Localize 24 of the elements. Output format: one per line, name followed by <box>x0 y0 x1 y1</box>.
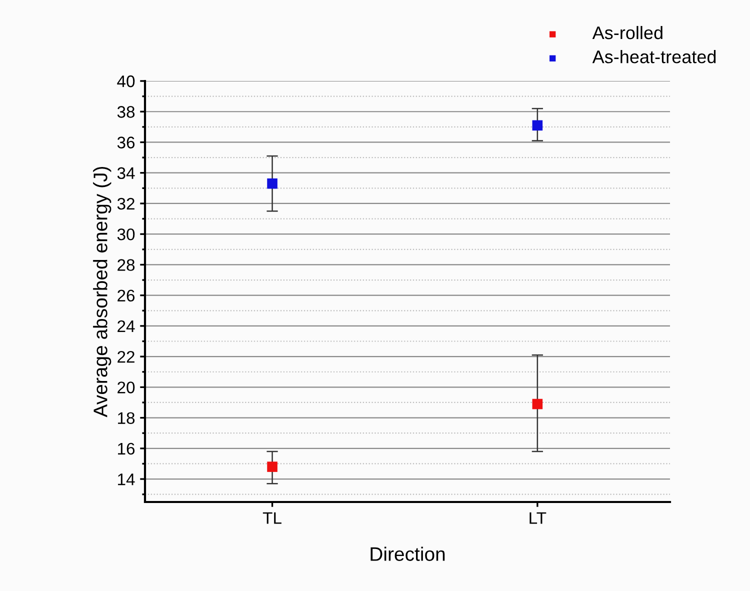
y-tick-label: 20 <box>118 382 135 394</box>
y-tick-label: 40 <box>117 75 135 88</box>
y-tick-label: 38 <box>117 106 135 118</box>
y-tick-label: 16 <box>118 442 135 455</box>
x-tick-label: LT <box>530 512 546 524</box>
point <box>532 120 543 131</box>
y-tick-label: 18 <box>118 412 135 424</box>
x-tick-label: TL <box>262 512 282 524</box>
y-tick-label: 36 <box>117 136 135 148</box>
y-tick-label: 28 <box>118 259 135 271</box>
y-tick-label: 34 <box>117 167 135 180</box>
y-tick-label: 14 <box>118 474 135 486</box>
point <box>267 462 278 472</box>
legend-label: As-rolled <box>592 26 662 40</box>
x-axis-title: Direction <box>370 546 445 561</box>
y-tick-label: 24 <box>118 320 135 332</box>
y-tick-label: 32 <box>117 198 134 210</box>
y-axis-title: Average absorbed energy (J) <box>93 166 112 418</box>
y-tick-label: 26 <box>118 290 135 302</box>
point <box>532 398 543 410</box>
y-tick-label: 30 <box>117 228 135 240</box>
y-tick-label: 22 <box>118 350 134 363</box>
legend-label: As-heat-treated <box>592 50 716 64</box>
point <box>267 178 278 189</box>
